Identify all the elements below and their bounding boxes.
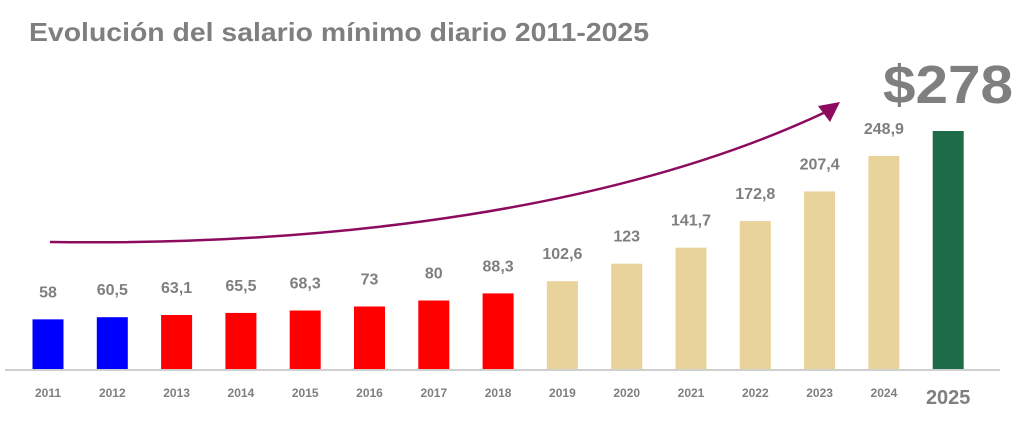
- value-label: 63,1: [161, 280, 192, 297]
- bar-2024: [868, 155, 900, 369]
- growth-trend-arrow: [49, 108, 831, 244]
- bar-2013: [161, 314, 193, 369]
- value-label: 172,8: [735, 186, 775, 203]
- x-tick-label: 2014: [228, 386, 255, 400]
- value-label: 65,5: [225, 278, 256, 295]
- x-tick-label: 2015: [292, 386, 319, 400]
- value-label: 58: [39, 284, 57, 301]
- bar-2021: [675, 247, 707, 369]
- bar-2025: [932, 131, 964, 369]
- x-tick-label: 2022: [742, 386, 769, 400]
- x-tick-label: 2023: [806, 386, 833, 400]
- x-tick-label: 2017: [420, 386, 447, 400]
- bar-2012: [96, 317, 128, 369]
- value-label: 60,5: [97, 282, 128, 299]
- value-label: 80: [425, 266, 443, 283]
- bar-2023: [804, 191, 836, 369]
- arrow-head-icon: [818, 102, 840, 122]
- x-tick-label: 2020: [613, 386, 640, 400]
- value-label: 207,4: [800, 156, 840, 173]
- x-tick-label: 2011: [35, 386, 61, 400]
- value-label: 88,3: [483, 258, 514, 275]
- value-label: 248,9: [864, 121, 904, 138]
- value-label: 102,6: [542, 246, 582, 263]
- bar-2016: [354, 306, 385, 369]
- x-tick-label: 2013: [163, 386, 190, 400]
- x-tick-label: 2012: [99, 386, 126, 400]
- x-tick-label: 2025: [926, 387, 971, 409]
- x-tick-label: 2018: [485, 386, 512, 400]
- bar-2014: [225, 312, 257, 369]
- value-label: 73: [361, 272, 379, 289]
- highlight-value-label: $278: [883, 55, 1013, 115]
- x-tick-label: 2016: [356, 386, 383, 400]
- bar-2011: [32, 319, 64, 369]
- bar-2017: [418, 300, 450, 369]
- value-label: 123: [613, 229, 640, 246]
- x-tick-label: 2021: [678, 386, 705, 400]
- x-tick-label: 2024: [871, 386, 898, 400]
- value-label: 141,7: [671, 213, 711, 230]
- bar-2020: [611, 263, 643, 369]
- x-tick-label: 2019: [549, 386, 576, 400]
- bar-2022: [739, 221, 771, 369]
- bar-2018: [482, 293, 514, 369]
- bar-2015: [289, 310, 321, 369]
- chart-title: Evolución del salario mínimo diario 2011…: [29, 17, 649, 47]
- bar-2019: [546, 281, 578, 369]
- value-label: 68,3: [290, 276, 321, 293]
